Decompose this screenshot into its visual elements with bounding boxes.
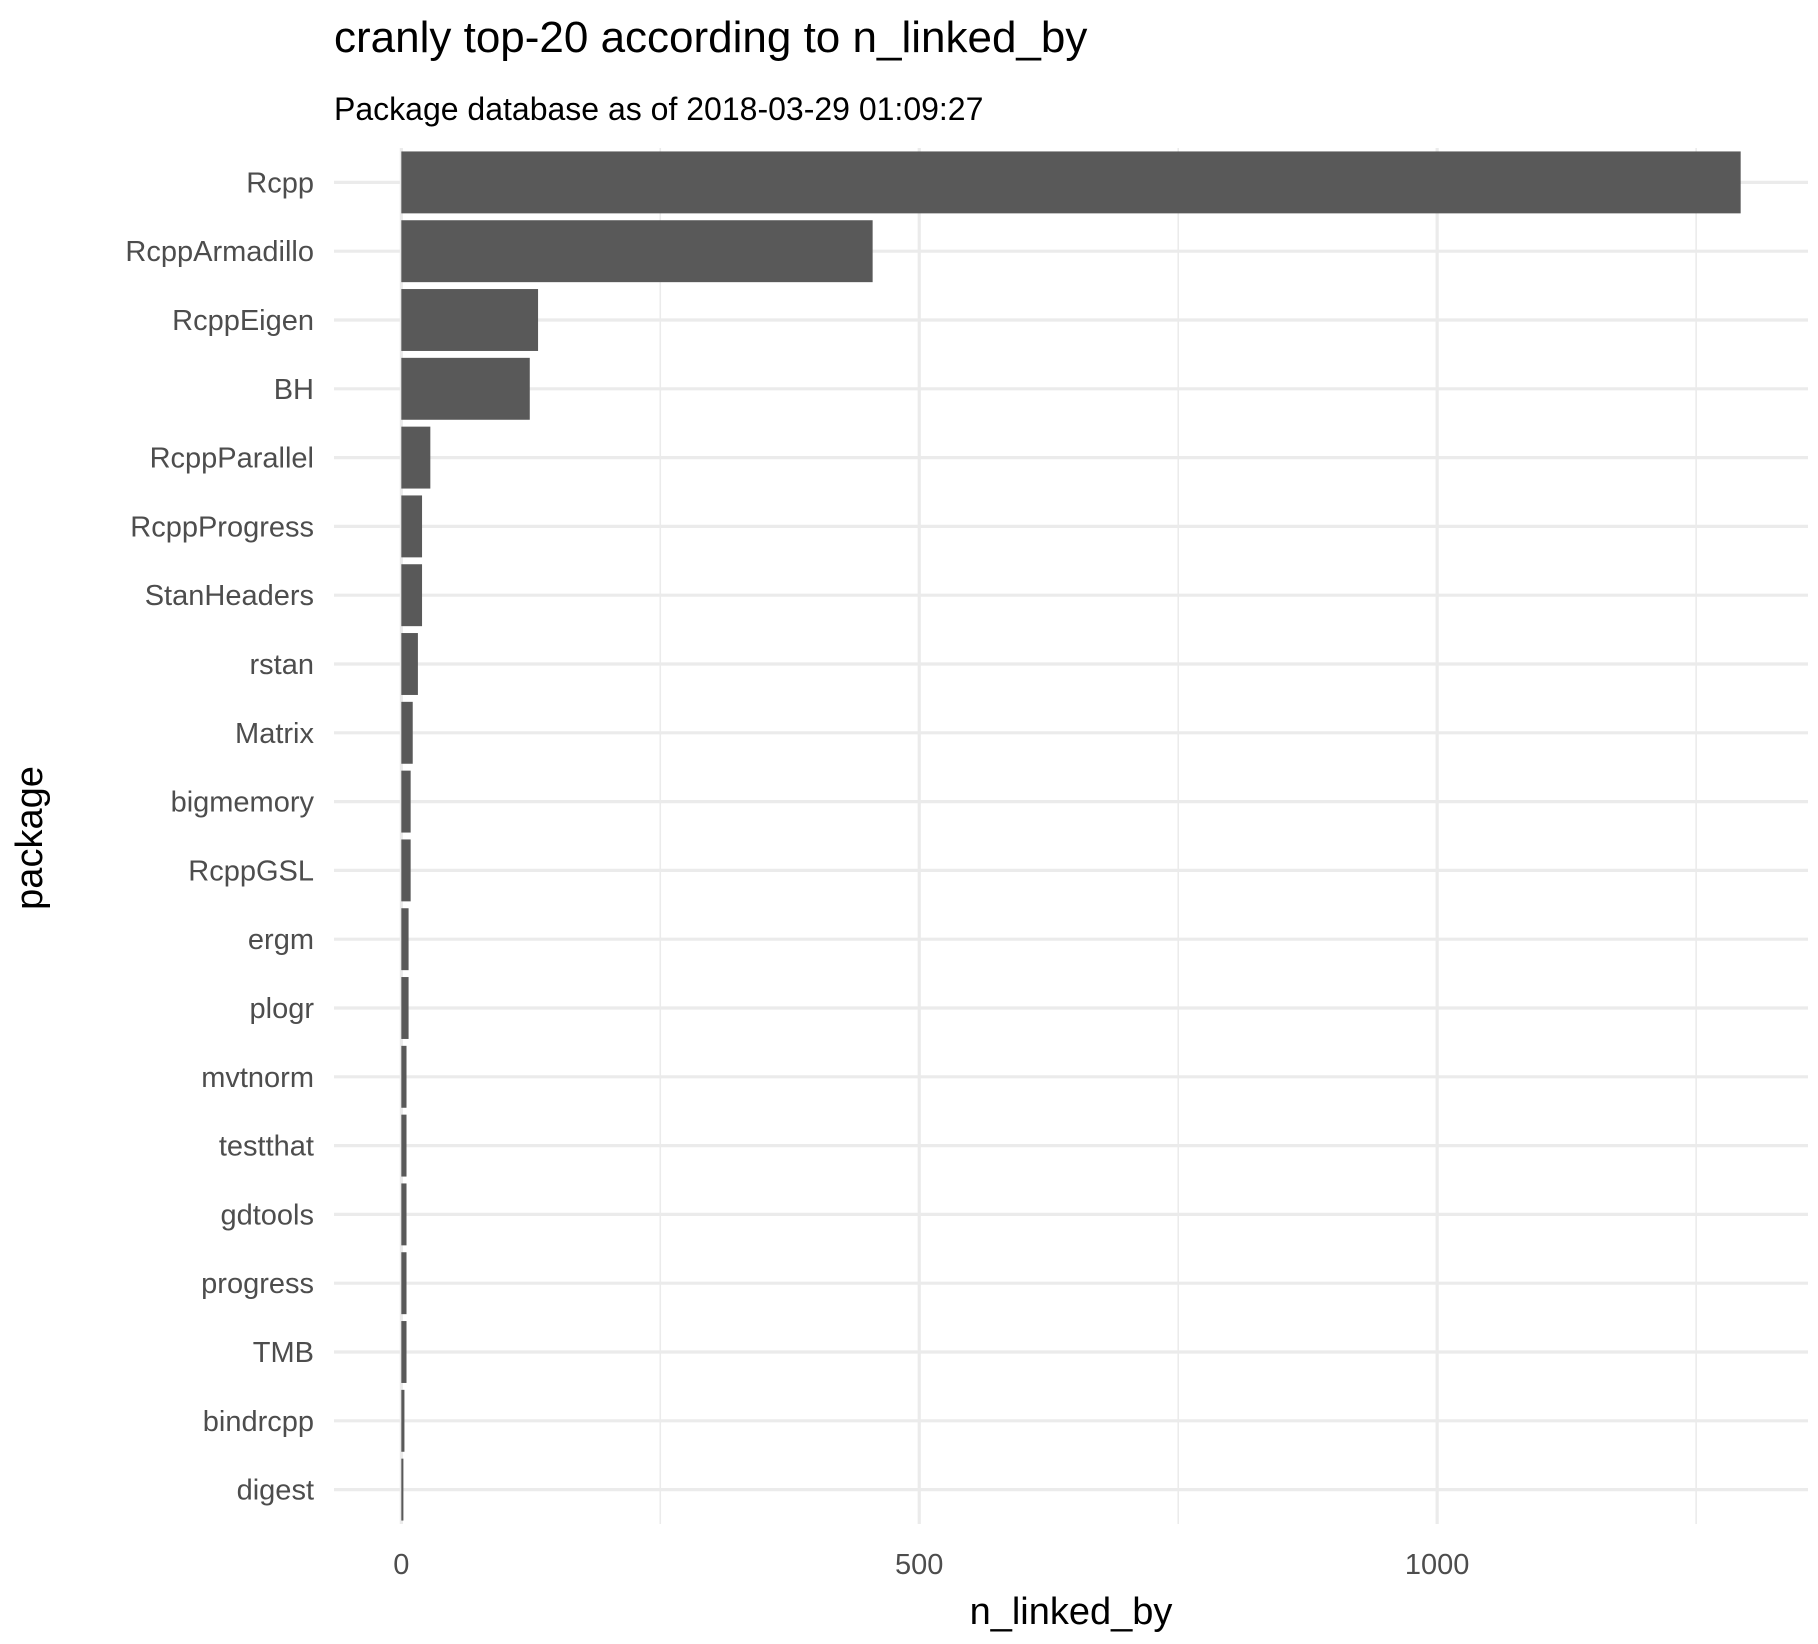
bar-RcppArmadillo (401, 220, 873, 283)
bar-rstan (401, 633, 418, 695)
y-tick-label: progress (201, 1268, 314, 1300)
y-tick-label: plogr (250, 993, 315, 1025)
bar-mvtnorm (401, 1045, 407, 1108)
bar-ergm (401, 908, 409, 971)
bar-digest (401, 1458, 404, 1521)
chart-subtitle: Package database as of 2018-03-29 01:09:… (334, 91, 983, 127)
bar-bindrcpp (401, 1389, 405, 1452)
y-tick-label: gdtools (220, 1199, 314, 1231)
chart-title: cranly top-20 according to n_linked_by (334, 13, 1087, 62)
x-tick-label: 1000 (1405, 1549, 1470, 1581)
x-axis-tick-labels: 0 500 1000 (393, 1549, 1469, 1581)
bar-RcppProgress (401, 495, 423, 558)
y-tick-label: digest (237, 1475, 314, 1507)
bar-plogr (401, 977, 409, 1039)
bar-RcppGSL (401, 839, 411, 902)
y-tick-label: ergm (248, 924, 314, 956)
y-tick-label: RcppProgress (130, 511, 314, 543)
x-axis-title: n_linked_by (970, 1591, 1173, 1633)
bar-TMB (401, 1321, 407, 1383)
y-tick-label: RcppParallel (150, 443, 314, 475)
bar-StanHeaders (401, 564, 423, 627)
y-tick-label: bigmemory (171, 787, 315, 819)
bar-gdtools (401, 1183, 407, 1246)
bar-RcppParallel (401, 426, 431, 489)
y-tick-label: bindrcpp (203, 1406, 314, 1438)
bar-BH (401, 357, 530, 420)
y-tick-label: StanHeaders (145, 580, 314, 612)
y-tick-label: rstan (250, 649, 314, 681)
y-tick-label: RcppEigen (172, 305, 314, 337)
y-tick-label: TMB (253, 1337, 314, 1369)
y-axis-title: package (9, 766, 51, 910)
bar-testthat (401, 1114, 407, 1177)
bar-Matrix (401, 701, 413, 764)
y-tick-label: Rcpp (246, 167, 314, 199)
x-tick-label: 500 (895, 1549, 943, 1581)
bar-progress (401, 1252, 407, 1315)
y-axis-tick-labels: Rcpp RcppArmadillo RcppEigen BH RcppParallel… (125, 167, 314, 1506)
bar-RcppEigen (401, 289, 539, 351)
bar-bigmemory (401, 770, 411, 833)
y-tick-label: Matrix (235, 718, 314, 750)
gridlines (334, 148, 1808, 1524)
bars (401, 151, 1741, 1521)
y-tick-label: mvtnorm (201, 1062, 314, 1094)
bar-Rcpp (401, 151, 1741, 214)
x-tick-label: 0 (393, 1549, 409, 1581)
y-tick-label: RcppGSL (188, 855, 314, 887)
y-tick-label: BH (274, 374, 314, 406)
y-tick-label: testthat (219, 1131, 314, 1163)
y-tick-label: RcppArmadillo (125, 236, 314, 268)
